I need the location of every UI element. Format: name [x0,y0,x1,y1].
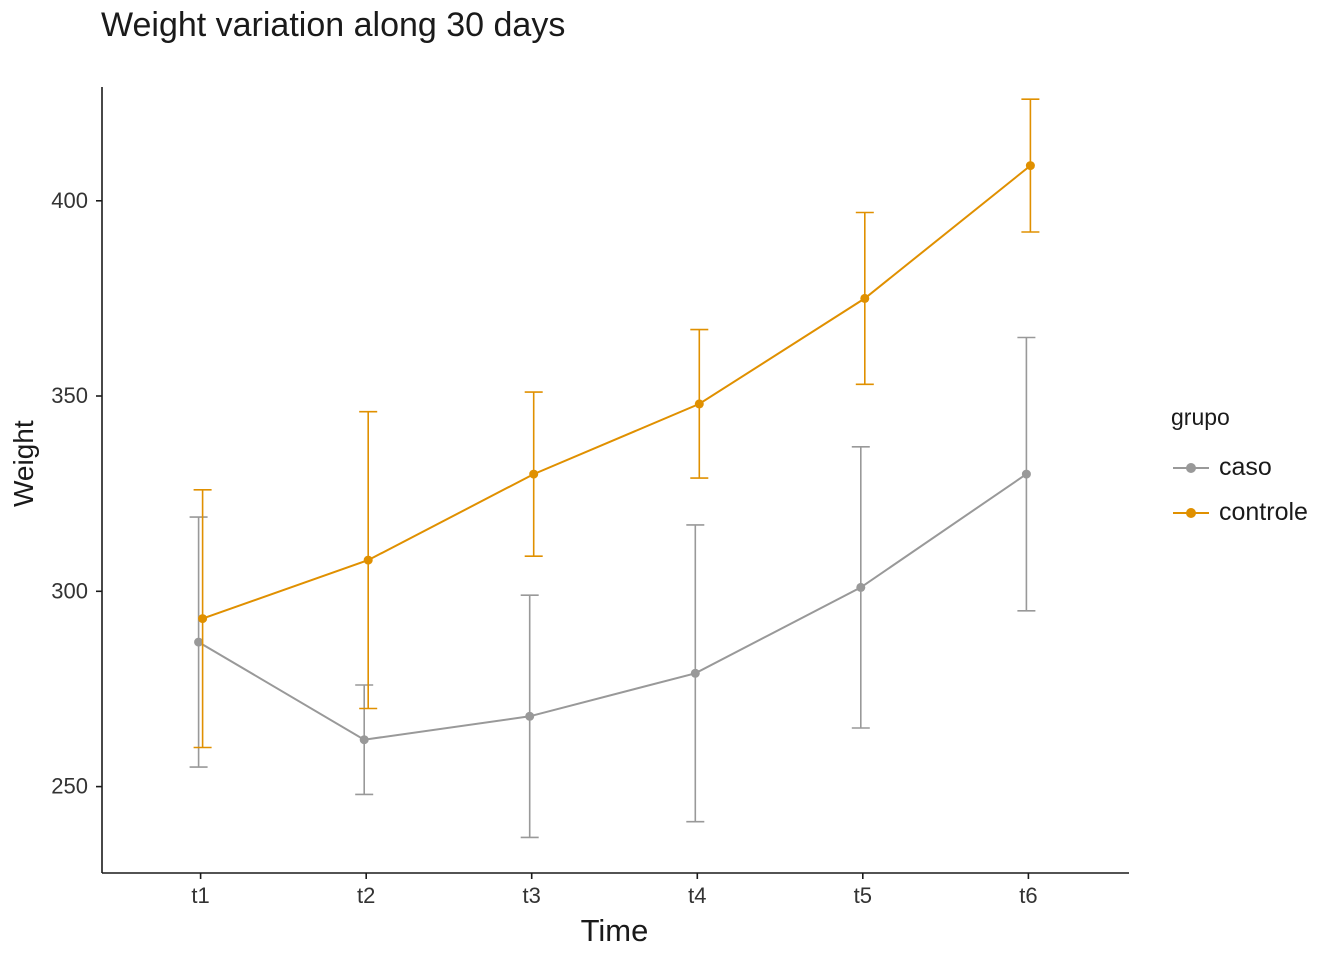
svg-text:400: 400 [51,188,88,213]
svg-text:250: 250 [51,774,88,799]
svg-text:300: 300 [51,578,88,603]
svg-text:t1: t1 [191,883,209,908]
svg-text:t3: t3 [523,883,541,908]
svg-text:t2: t2 [357,883,375,908]
svg-text:t4: t4 [688,883,706,908]
svg-text:t6: t6 [1019,883,1037,908]
svg-text:350: 350 [51,383,88,408]
svg-text:t5: t5 [854,883,872,908]
